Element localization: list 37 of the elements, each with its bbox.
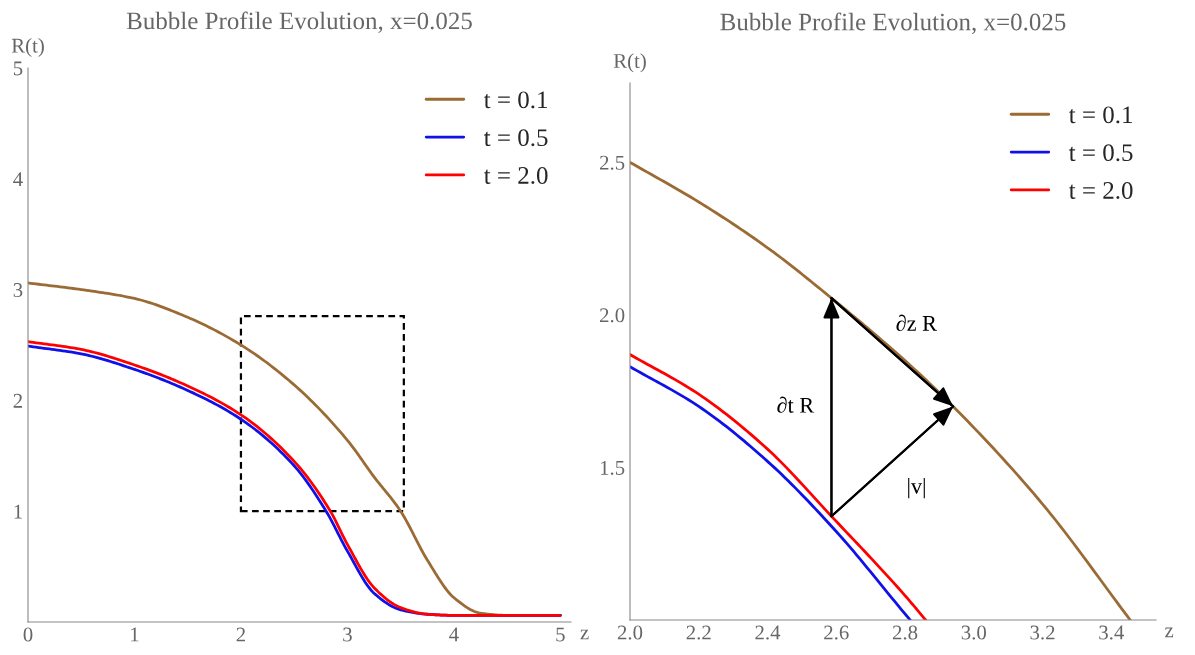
legend-label: t = 0.5 [483,129,548,147]
x-tick-label: 2 [236,627,245,642]
annotation: |v| [908,478,925,499]
y-axis-title: R(t) [11,38,44,57]
x-tick-label: 3 [343,627,352,642]
legend-label: t = 0.1 [483,91,547,109]
x-tick-label: 1 [131,627,139,642]
y-tick-label: 4 [13,172,23,187]
legend-label: t = 2.0 [483,167,548,184]
chart-title: Bubble Profile Evolution, x=0.025 [720,12,1066,35]
legend-label: t = 0.5 [1068,144,1133,162]
chart-title: Bubble Profile Evolution, x=0.025 [126,11,472,33]
x-tick-label: 5 [556,627,565,642]
annotation: ∂t R [777,396,815,413]
x-tick-label: 2.6 [824,625,849,640]
y-tick-label: 5 [13,61,23,76]
x-tick-label: 2.8 [892,625,918,640]
y-tick-label: 1.5 [600,460,625,475]
x-tick-label: 4 [449,627,459,642]
x-axis-title: z [1165,627,1174,638]
y-tick-label: 2.5 [600,155,625,170]
x-axis-title: z [580,629,589,640]
x-tick-label: 2.4 [755,625,781,640]
y-tick-label: 2.0 [600,308,625,323]
y-tick-label: 3 [13,283,23,298]
y-tick-label: 1 [14,504,22,519]
legend-label: t = 2.0 [1068,182,1133,199]
x-tick-label: 2.2 [686,625,711,640]
x-tick-label: 2.0 [617,625,643,640]
legend-label: t = 0.1 [1068,106,1132,124]
y-axis-title: R(t) [613,53,646,73]
x-tick-label: 3.2 [1030,625,1055,640]
y-tick-label: 2 [13,393,22,408]
x-tick-label: 3.4 [1099,625,1124,640]
x-tick-label: 3.0 [961,625,987,640]
x-tick-label: 0 [23,627,33,642]
annotation: ∂z R [896,314,937,331]
